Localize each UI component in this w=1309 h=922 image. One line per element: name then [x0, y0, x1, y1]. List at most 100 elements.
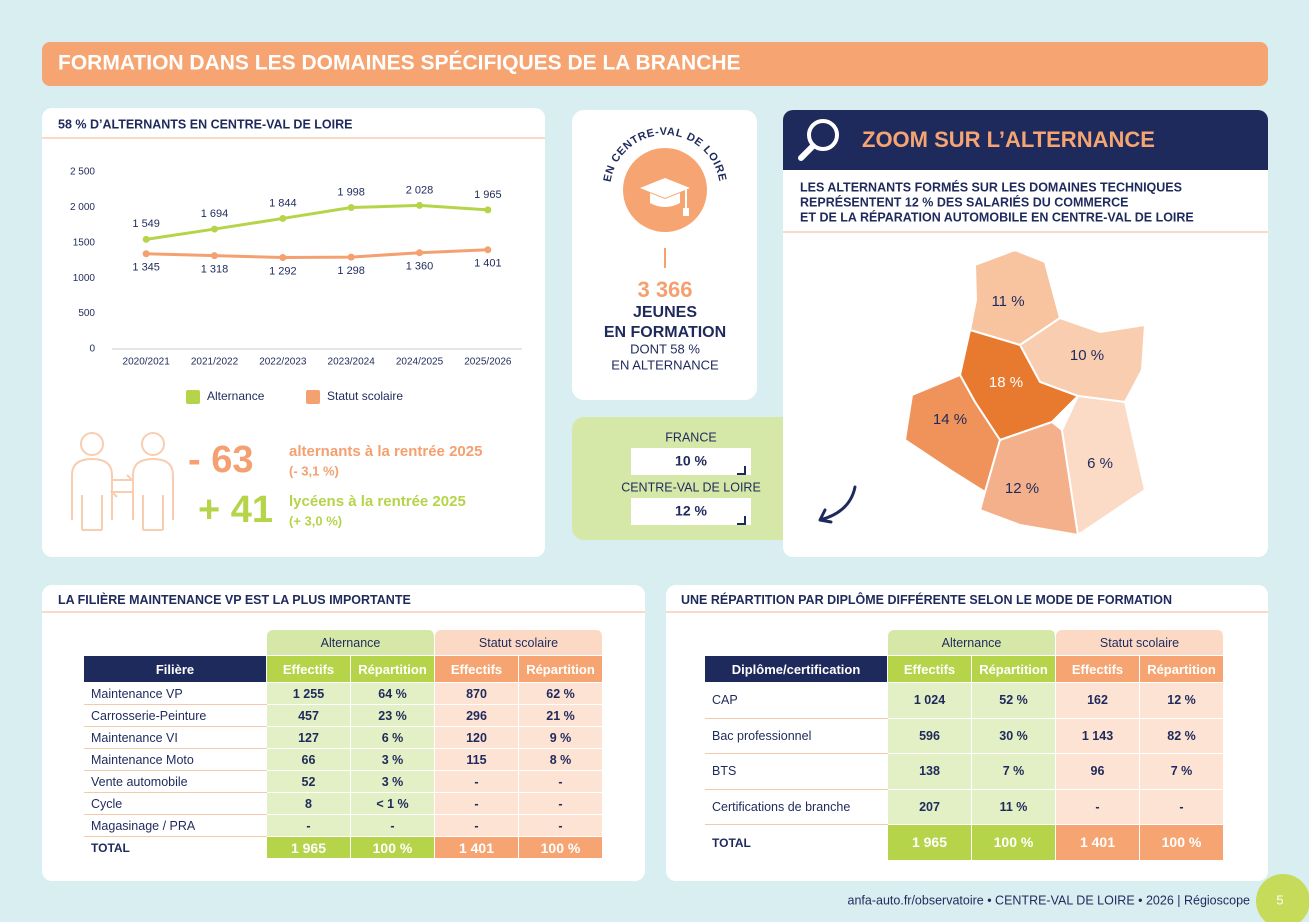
point: [347, 204, 355, 212]
total-cell: 1 401: [435, 837, 519, 859]
total-cell: 100 %: [351, 837, 435, 859]
page-badge: [1256, 874, 1309, 922]
x-tick-label: 2025/2026: [464, 357, 512, 368]
map-region: [1060, 394, 1147, 537]
point: [142, 235, 150, 243]
map-label: 11 %: [991, 293, 1024, 310]
table-title: LA FILIÈRE MAINTENANCE VP EST LA PLUS IM…: [58, 593, 411, 607]
y-tick-label: 1000: [73, 273, 96, 284]
row-label: Cycle: [84, 793, 267, 815]
table-cell: 115: [435, 749, 519, 771]
table-cell: 30 %: [972, 718, 1056, 754]
point: [484, 246, 492, 254]
row-label: BTS: [705, 754, 888, 790]
column-header: Répartition: [351, 656, 435, 683]
value-label: 2 028: [406, 184, 434, 196]
table-cell: 7 %: [1140, 754, 1224, 790]
table-cell: 3 %: [351, 771, 435, 793]
total-cell: 1 965: [888, 825, 972, 861]
map-label: 18 %: [989, 374, 1023, 391]
x-tick-label: 2020/2021: [123, 357, 171, 368]
table-cell: -: [267, 815, 351, 837]
y-tick-label: 2 000: [70, 202, 95, 213]
table-cell: -: [435, 815, 519, 837]
comparison-box: [631, 448, 751, 475]
row-label: Maintenance VP: [84, 683, 267, 705]
map-region: [903, 373, 1002, 494]
stat-label: alternants à la rentrée 2025: [289, 443, 482, 460]
map-labels: 11 % 10 % 18 % 14 % 6 % 12 %: [933, 293, 1113, 497]
box-corner: [737, 466, 746, 475]
column-header: Effectifs: [435, 656, 519, 683]
table-cell: < 1 %: [351, 793, 435, 815]
map-label: 10 %: [1070, 347, 1104, 364]
header-title: FORMATION DANS LES DOMAINES SPÉCIFIQUES …: [58, 52, 741, 75]
table-cell: 3 %: [351, 749, 435, 771]
map-label: 12 %: [1005, 480, 1039, 497]
point: [484, 206, 492, 214]
badge-line: EN ALTERNANCE: [611, 357, 719, 372]
total-cell: 1 401: [1056, 825, 1140, 861]
map-label: 14 %: [933, 411, 967, 428]
table-cell: 457: [267, 705, 351, 727]
point: [416, 249, 423, 257]
point: [279, 214, 287, 222]
table-cell: 207: [888, 789, 972, 825]
table-cell: -: [519, 815, 603, 837]
column-header: Répartition: [519, 656, 603, 683]
point: [347, 253, 355, 261]
row-label: CAP: [705, 683, 888, 719]
group-header: Alternance: [267, 630, 435, 656]
value-label: 1 360: [406, 261, 434, 273]
value-label: 1 844: [269, 197, 297, 209]
point: [279, 254, 287, 262]
table-cell: 96: [1056, 754, 1140, 790]
value-label: 1 549: [132, 218, 160, 230]
table-cell: -: [1056, 789, 1140, 825]
table-cell: 9 %: [519, 727, 603, 749]
table-cell: 62 %: [519, 683, 603, 705]
arrow: [818, 485, 857, 524]
row-label: Bac professionnel: [705, 718, 888, 754]
badge-line: DONT 58 %: [630, 341, 700, 356]
column-header: Répartition: [1140, 656, 1224, 683]
row-label: Magasinage / PRA: [84, 815, 267, 837]
row-label: Certifications de branche: [705, 789, 888, 825]
table-cell: 127: [267, 727, 351, 749]
table-cell: 52 %: [972, 683, 1056, 719]
table-cell: 8 %: [519, 749, 603, 771]
point: [211, 225, 218, 233]
line: [146, 248, 488, 260]
y-tick-label: 1500: [73, 237, 96, 248]
panel: [42, 108, 545, 557]
table-cell: -: [435, 771, 519, 793]
cap-icon: [640, 178, 690, 216]
zoom-subtitle: ET DE LA RÉPARATION AUTOMOBILE EN CENTRE…: [800, 209, 1194, 224]
total-cell: 100 %: [972, 825, 1056, 861]
comparison-box: [631, 498, 751, 525]
chart-title: 58 % D’ALTERNANTS EN CENTRE-VAL DE LOIRE: [58, 117, 352, 131]
table-cell: 11 %: [972, 789, 1056, 825]
table-cell: 596: [888, 718, 972, 754]
magnifier-icon: [798, 119, 839, 161]
table-cell: 7 %: [972, 754, 1056, 790]
total-label: TOTAL: [84, 837, 267, 859]
people-icon: [71, 432, 174, 531]
table-cell: 162: [1056, 683, 1140, 719]
badge-line: EN FORMATION: [604, 324, 726, 341]
x-tick-label: 2024/2025: [396, 357, 444, 368]
x-tick-label: 2021/2022: [191, 357, 239, 368]
legend-label: Statut scolaire: [327, 389, 403, 403]
group-header: Statut scolaire: [1056, 630, 1224, 656]
y-tick-label: 2 500: [70, 167, 95, 178]
stat-label: lycéens à la rentrée 2025: [289, 493, 466, 510]
table-cell: 8: [267, 793, 351, 815]
comparison-value: 12 %: [675, 503, 707, 519]
badge-number: 3 366: [637, 277, 692, 302]
value-label: 1 998: [337, 186, 365, 198]
table-cell: -: [519, 771, 603, 793]
table-cell: 1 024: [888, 683, 972, 719]
map-label: 6 %: [1087, 455, 1113, 472]
table-cell: 870: [435, 683, 519, 705]
